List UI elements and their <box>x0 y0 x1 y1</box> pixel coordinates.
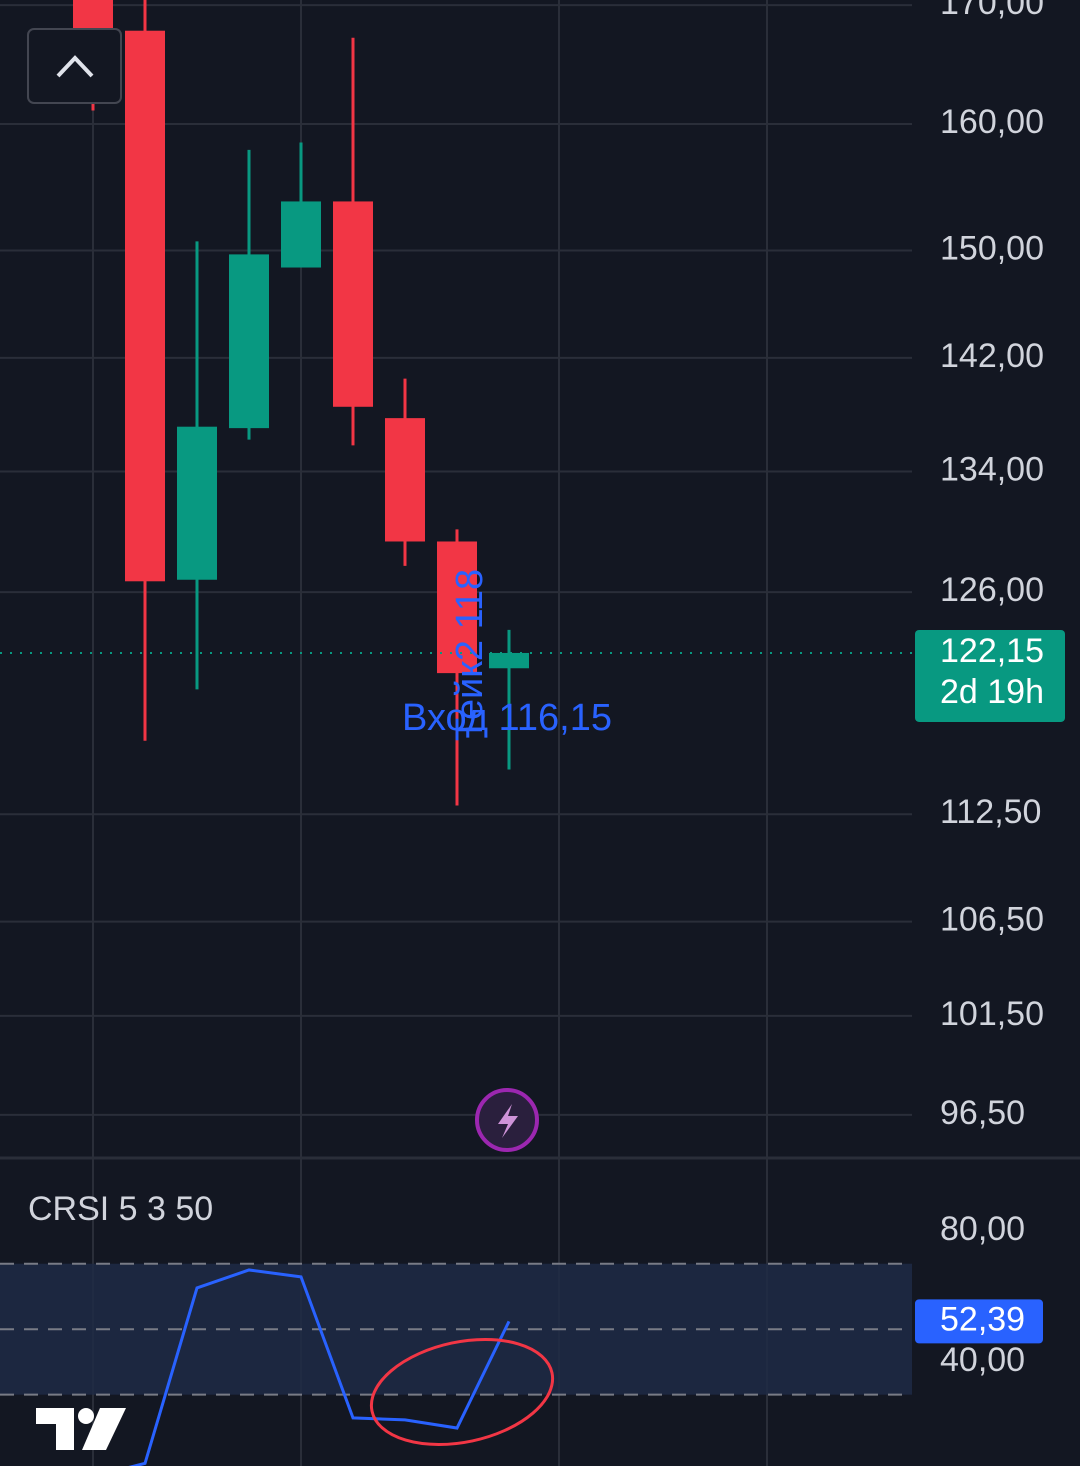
y-tick-label: 40,00 <box>940 1341 1025 1379</box>
candle-body <box>385 418 425 542</box>
y-tick-label: 160,00 <box>940 103 1044 141</box>
last-price-tag <box>915 629 1065 722</box>
indicator-line <box>128 1268 511 1466</box>
countdown-label: 2d 19h <box>940 673 1044 711</box>
y-tick-label: 101,50 <box>940 995 1044 1033</box>
y-tick-label: 80,00 <box>940 1210 1025 1248</box>
y-tick-label: 96,50 <box>940 1094 1025 1132</box>
scroll-up-button[interactable] <box>27 28 122 104</box>
candle-body <box>73 0 113 29</box>
tradingview-logo <box>36 1408 126 1450</box>
candle-body <box>177 426 217 580</box>
candle-body <box>281 201 321 268</box>
candle-body <box>489 652 529 669</box>
axes: 170,00 160,00 150,00 142,00 134,00 126,00 112,… <box>28 0 1065 1379</box>
y-tick-label: 134,00 <box>940 450 1044 488</box>
lightning-glyph <box>498 1104 518 1138</box>
annotation-take: Тейк2 118 <box>449 569 491 741</box>
hand-drawn-circle <box>369 1337 555 1447</box>
y-tick-label: 142,00 <box>940 337 1044 375</box>
value-tag <box>915 1299 1043 1344</box>
y-tick-label: 112,50 <box>940 793 1041 831</box>
candle-body <box>125 30 165 582</box>
y-tick-label: 126,00 <box>940 571 1044 609</box>
candle-body <box>333 201 373 407</box>
annotation-entry: Вход 116,15 <box>402 697 612 739</box>
candle-body <box>229 254 269 429</box>
last-price-label: 122,15 <box>940 632 1044 670</box>
candle-body <box>437 541 477 674</box>
y-tick-label: 106,50 <box>940 901 1044 939</box>
y-tick-label: 150,00 <box>940 229 1044 267</box>
indicator-pane <box>0 1262 912 1466</box>
y-tick-label: 170,00 <box>940 0 1044 22</box>
indicator-title: CRSI 5 3 50 <box>28 1190 213 1228</box>
value-label: 52,39 <box>940 1300 1025 1338</box>
